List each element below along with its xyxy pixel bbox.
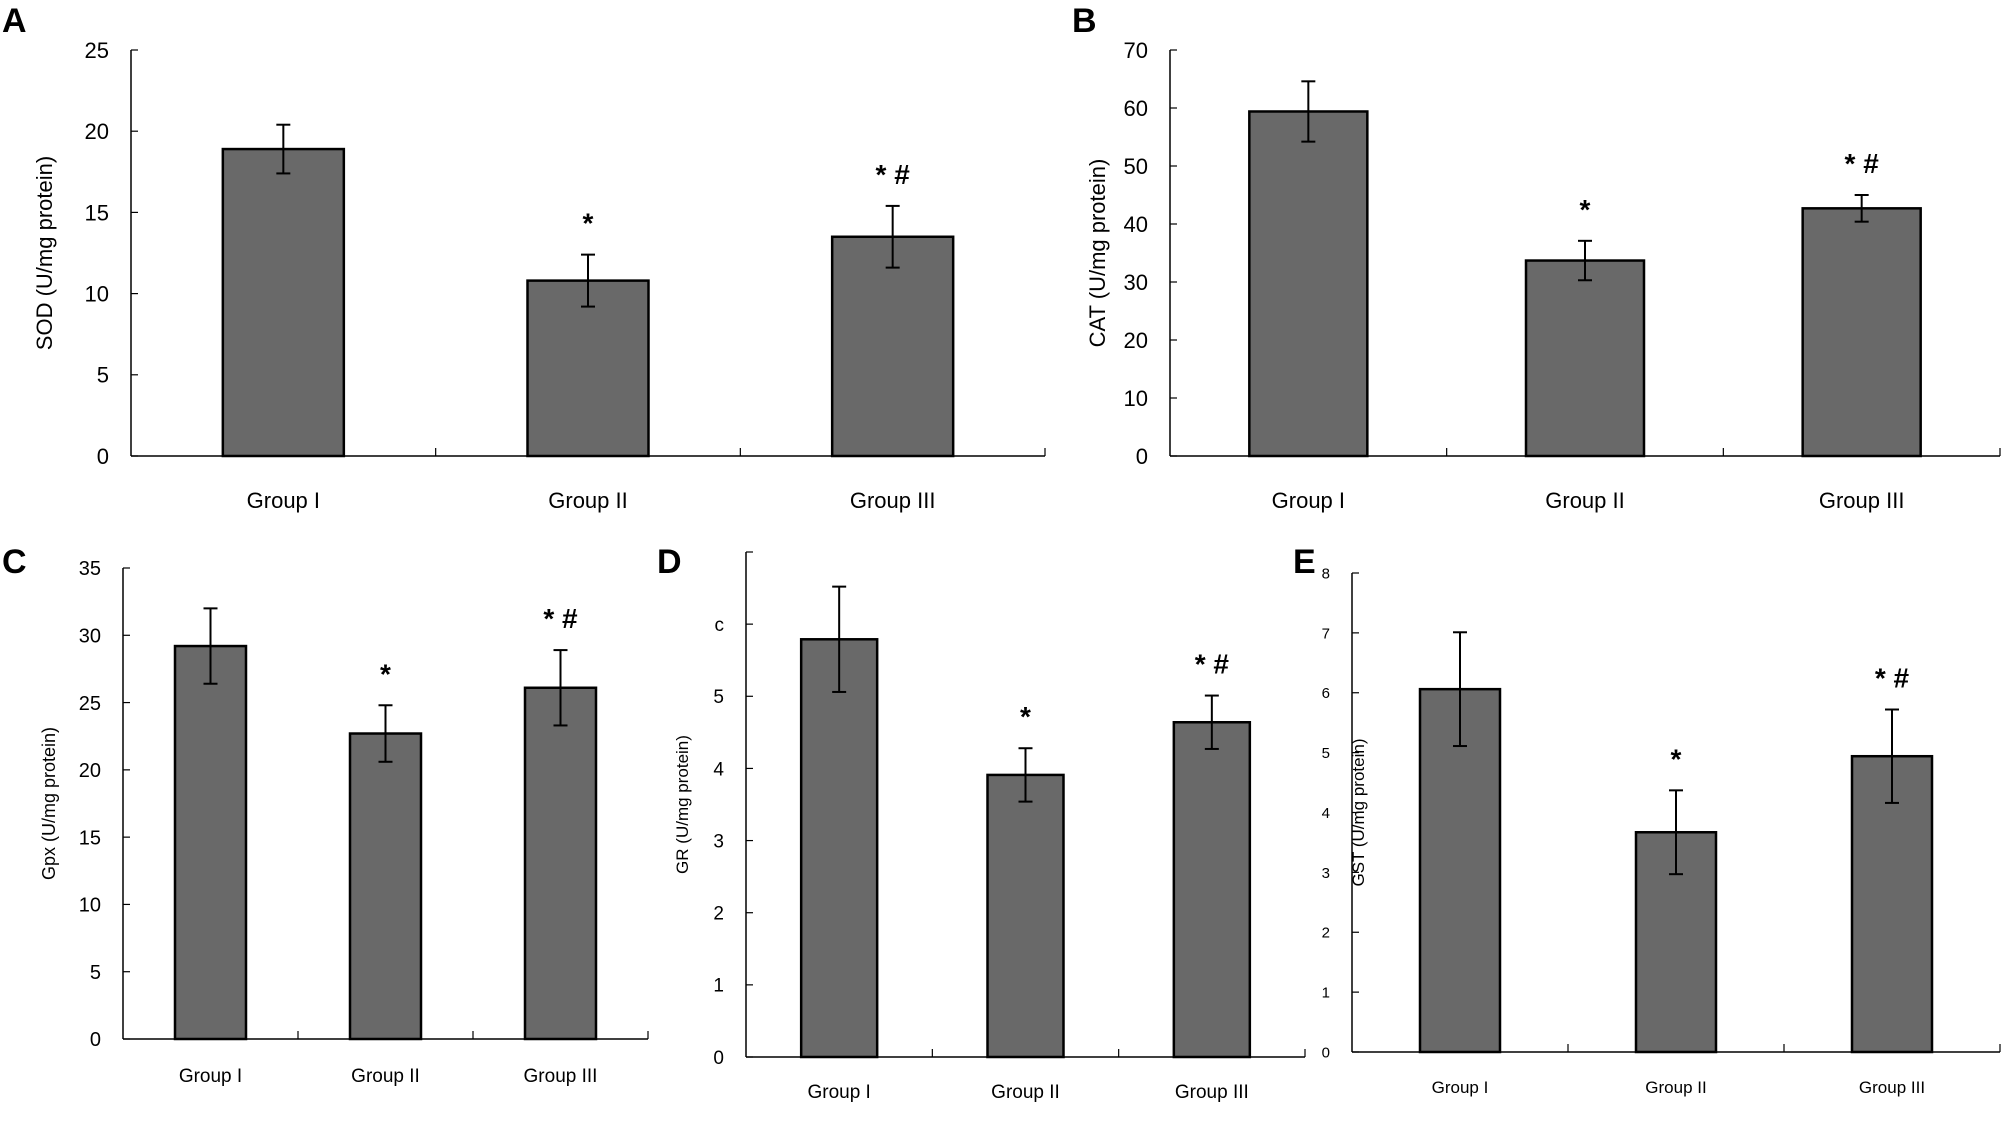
x-category-label: Group I bbox=[807, 1082, 870, 1103]
y-tick-label: 0 bbox=[1136, 444, 1148, 469]
y-tick-label: 25 bbox=[79, 693, 101, 715]
x-category-label: Group II bbox=[548, 488, 627, 513]
significance-mark: * bbox=[583, 208, 594, 239]
y-axis-title: GR (U/mg protein) bbox=[673, 735, 692, 874]
x-category-label: Group III bbox=[524, 1066, 598, 1087]
y-tick-label: c bbox=[715, 615, 725, 636]
x-category-label: Group III bbox=[1175, 1082, 1249, 1103]
y-tick-label: 1 bbox=[1322, 985, 1330, 1002]
y-tick-label: 5 bbox=[97, 363, 109, 388]
panel-letter-b: B bbox=[1072, 2, 1097, 40]
bar bbox=[830, 235, 955, 458]
y-tick-label: 40 bbox=[1124, 212, 1148, 237]
y-tick-label: 4 bbox=[713, 759, 724, 780]
x-category-label: Group I bbox=[247, 488, 320, 513]
x-category-label: Group II bbox=[991, 1082, 1060, 1103]
y-axis-title: Gpx (U/mg protein) bbox=[39, 727, 59, 880]
y-tick-label: 20 bbox=[85, 119, 109, 144]
x-category-label: Group II bbox=[1545, 488, 1624, 513]
y-tick-label: 0 bbox=[97, 444, 109, 469]
y-tick-label: 25 bbox=[85, 38, 109, 63]
bar bbox=[523, 686, 598, 1041]
y-tick-label: 0 bbox=[1322, 1044, 1330, 1061]
y-tick-label: 4 bbox=[1322, 805, 1330, 822]
significance-mark: * bbox=[1671, 743, 1682, 774]
y-tick-label: 15 bbox=[79, 827, 101, 849]
bar bbox=[1172, 721, 1252, 1059]
significance-mark: * bbox=[380, 658, 391, 689]
y-tick-label: 0 bbox=[90, 1029, 101, 1051]
y-tick-label: 30 bbox=[1124, 270, 1148, 295]
y-tick-label: 35 bbox=[79, 558, 101, 580]
y-axis-title: SOD (U/mg protein) bbox=[32, 156, 57, 350]
y-tick-label: 10 bbox=[79, 895, 101, 917]
x-category-label: Group III bbox=[850, 488, 936, 513]
y-tick-label: 3 bbox=[713, 831, 724, 852]
y-tick-label: 5 bbox=[90, 962, 101, 984]
y-tick-label: 20 bbox=[79, 760, 101, 782]
significance-mark: * # bbox=[1195, 649, 1230, 680]
bar bbox=[348, 732, 423, 1041]
panel-letter-a: A bbox=[2, 2, 27, 40]
y-tick-label: 8 bbox=[1322, 565, 1330, 582]
y-axis-title: GST (U/mg protein) bbox=[1349, 738, 1368, 886]
x-category-label: Group I bbox=[1272, 488, 1345, 513]
y-tick-label: 0 bbox=[713, 1048, 724, 1069]
bar bbox=[1524, 259, 1646, 458]
y-tick-label: 20 bbox=[1124, 328, 1148, 353]
y-tick-label: 10 bbox=[1124, 386, 1148, 411]
panel-letter-e: E bbox=[1293, 543, 1316, 581]
bar bbox=[986, 773, 1065, 1059]
x-category-label: Group I bbox=[179, 1066, 242, 1087]
y-tick-label: 1 bbox=[713, 976, 724, 997]
y-tick-label: 2 bbox=[713, 904, 724, 925]
x-category-label: Group II bbox=[1645, 1078, 1706, 1097]
bar bbox=[1418, 687, 1502, 1054]
x-category-label: Group III bbox=[1859, 1078, 1925, 1097]
significance-mark: * bbox=[1020, 701, 1031, 732]
y-tick-label: 7 bbox=[1322, 625, 1330, 642]
y-tick-label: 70 bbox=[1124, 38, 1148, 63]
bar bbox=[526, 279, 650, 458]
significance-mark: * bbox=[1580, 194, 1591, 225]
bar bbox=[173, 644, 248, 1041]
x-category-label: Group III bbox=[1819, 488, 1905, 513]
significance-mark: * # bbox=[876, 159, 911, 190]
panel-letter-c: C bbox=[2, 543, 27, 581]
significance-mark: * # bbox=[1845, 148, 1880, 179]
y-tick-label: 5 bbox=[1322, 745, 1330, 762]
significance-mark: * # bbox=[1875, 663, 1910, 694]
bar bbox=[1850, 754, 1934, 1054]
x-category-label: Group I bbox=[1432, 1078, 1489, 1097]
y-tick-label: 50 bbox=[1124, 154, 1148, 179]
bar bbox=[1248, 110, 1369, 458]
y-tick-label: 2 bbox=[1322, 925, 1330, 942]
y-tick-label: 15 bbox=[85, 200, 109, 225]
y-tick-label: 5 bbox=[713, 687, 724, 708]
y-tick-label: 10 bbox=[85, 282, 109, 307]
bar bbox=[799, 638, 879, 1059]
y-tick-label: 60 bbox=[1124, 96, 1148, 121]
significance-mark: * # bbox=[543, 603, 578, 634]
y-tick-label: 6 bbox=[1322, 685, 1330, 702]
y-tick-label: 3 bbox=[1322, 865, 1330, 882]
x-category-label: Group II bbox=[351, 1066, 420, 1087]
y-axis-title: CAT (U/mg protein) bbox=[1085, 159, 1110, 348]
y-tick-label: 30 bbox=[79, 625, 101, 647]
panel-letter-d: D bbox=[657, 543, 682, 581]
